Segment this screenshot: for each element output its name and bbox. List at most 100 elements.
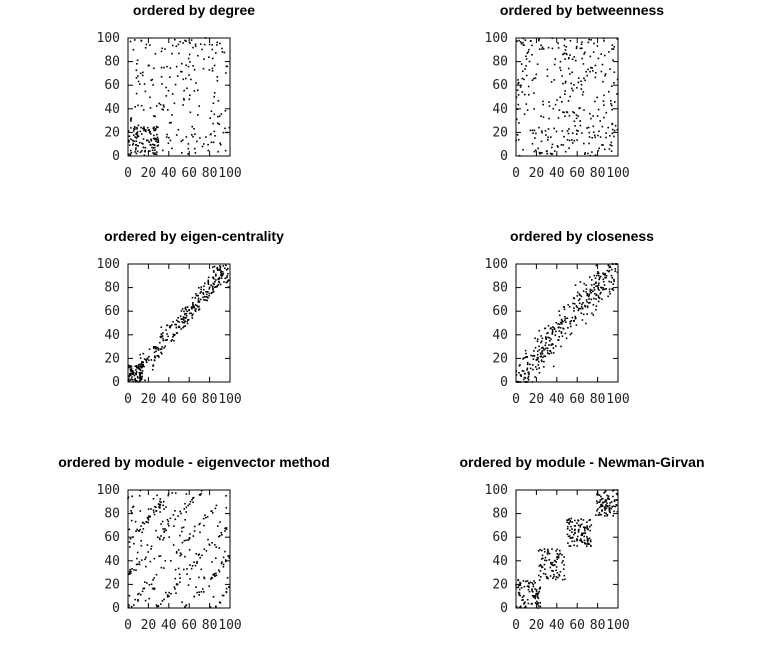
data-point: [157, 141, 160, 143]
data-point: [606, 514, 608, 517]
data-point: [586, 537, 589, 540]
data-point: [530, 354, 532, 357]
data-point: [559, 327, 562, 329]
data-point: [592, 51, 595, 53]
data-point: [135, 371, 138, 374]
data-point: [571, 58, 574, 60]
data-point: [206, 293, 208, 296]
data-point: [174, 568, 177, 571]
data-point: [141, 142, 143, 144]
data-point: [225, 560, 227, 563]
data-point: [212, 512, 214, 514]
data-point: [559, 321, 562, 324]
data-point: [615, 492, 618, 495]
data-point: [538, 367, 540, 369]
data-point: [156, 141, 159, 143]
data-point: [529, 367, 532, 370]
data-point: [219, 268, 221, 270]
data-point: [139, 379, 141, 382]
data-point: [132, 536, 134, 538]
data-point: [180, 140, 183, 143]
data-point: [219, 142, 221, 145]
data-point: [596, 274, 598, 277]
y-tick-label: 100: [485, 483, 508, 498]
data-point: [550, 136, 552, 138]
data-point: [534, 602, 537, 604]
data-point: [585, 299, 588, 301]
data-point: [576, 133, 578, 135]
plot-frame: [127, 263, 231, 383]
data-point: [174, 492, 177, 494]
data-point: [210, 292, 213, 294]
data-point: [576, 522, 578, 524]
data-point: [602, 80, 604, 83]
data-point: [189, 500, 192, 503]
chart-panel: ordered by degree 0 20 40 60 80 100 0 20 40 60 80 10…: [0, 0, 388, 212]
data-point: [610, 100, 612, 102]
data-point: [534, 595, 537, 598]
data-point: [567, 519, 570, 521]
data-point: [135, 379, 137, 382]
data-point: [149, 515, 151, 518]
data-point: [572, 320, 575, 322]
data-point: [166, 324, 168, 327]
data-point: [156, 605, 158, 608]
data-point: [611, 44, 614, 46]
data-point: [597, 287, 599, 290]
data-point: [133, 604, 135, 606]
data-point: [195, 294, 198, 297]
data-point: [597, 272, 600, 274]
data-point: [160, 351, 162, 354]
data-point: [548, 117, 550, 120]
data-point: [181, 139, 184, 141]
data-point: [565, 111, 568, 113]
data-point: [149, 143, 151, 146]
data-point: [130, 120, 132, 122]
data-point: [559, 96, 561, 98]
y-tick-label: 0: [112, 149, 120, 164]
data-point: [521, 77, 524, 80]
data-point: [556, 556, 558, 558]
data-point: [536, 353, 539, 356]
data-point: [527, 372, 530, 374]
data-point: [132, 371, 135, 373]
y-tick-label: 20: [492, 125, 508, 140]
data-point: [150, 508, 152, 510]
data-point: [604, 515, 606, 517]
data-point: [179, 534, 181, 537]
data-point: [552, 570, 554, 572]
data-point: [569, 321, 571, 323]
data-point: [534, 137, 536, 139]
data-point: [586, 539, 589, 541]
data-point: [540, 44, 542, 46]
data-point: [525, 58, 528, 60]
data-point: [224, 110, 227, 112]
data-point: [220, 562, 223, 565]
data-point: [547, 136, 549, 139]
data-point: [579, 526, 581, 528]
data-point: [599, 120, 601, 122]
data-point: [607, 263, 610, 266]
data-point: [191, 317, 194, 319]
data-point: [515, 605, 518, 608]
data-point: [517, 94, 520, 96]
data-point: [145, 43, 148, 46]
data-point: [518, 588, 521, 591]
data-point: [192, 497, 194, 499]
data-point: [558, 573, 560, 576]
data-point: [536, 600, 538, 603]
data-point: [183, 539, 186, 542]
data-point: [214, 281, 216, 283]
x-tick-label: 40: [161, 166, 177, 181]
data-point: [142, 587, 144, 590]
data-point: [608, 506, 611, 509]
data-point: [602, 144, 604, 146]
data-point: [197, 114, 199, 116]
data-point: [558, 336, 560, 338]
data-point: [546, 347, 549, 349]
data-point: [613, 510, 615, 513]
data-point: [196, 304, 198, 307]
data-point: [599, 275, 602, 278]
data-point: [555, 569, 557, 572]
data-point: [572, 533, 575, 536]
